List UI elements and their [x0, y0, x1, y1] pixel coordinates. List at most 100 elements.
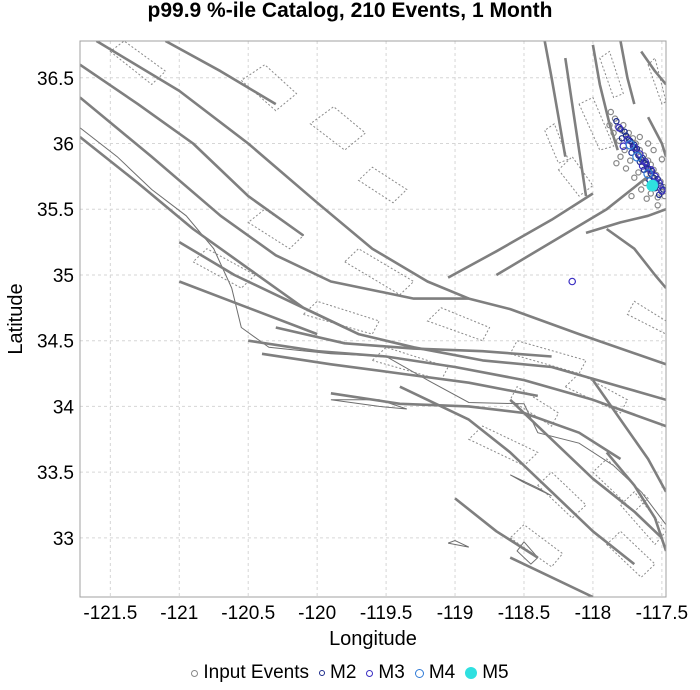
point-m3 — [638, 162, 647, 170]
y-tick-label: 35.5 — [37, 200, 74, 221]
legend-item-m4: M4 — [414, 662, 456, 684]
x-tick-label: -119 — [437, 603, 474, 624]
point-input-events — [631, 174, 638, 181]
legend-label: M3 — [378, 662, 405, 683]
fault-plane-box — [467, 425, 539, 467]
x-tick-label: -121 — [160, 603, 198, 624]
coastline — [447, 539, 470, 548]
fault-trace — [447, 192, 594, 279]
y-tick-labels: 33 33.5 34 34.5 35 35.5 36 36.5 — [37, 69, 74, 550]
y-tick-label: 36 — [53, 135, 74, 156]
point-input-events — [622, 165, 630, 172]
x-tick-label: -121.5 — [83, 603, 137, 624]
coastline — [509, 474, 552, 497]
y-tick-label: 33 — [53, 529, 74, 550]
point-m3 — [623, 135, 632, 144]
fault-plane-box — [557, 155, 594, 197]
fault-plane-box — [626, 300, 666, 335]
point-m3 — [635, 150, 644, 158]
point-input-events — [658, 156, 666, 163]
fault-trace — [605, 451, 666, 552]
m2-marker — [319, 670, 325, 676]
fault-plane-box — [109, 41, 167, 86]
fault-trace — [275, 326, 552, 358]
fault-plane-box — [371, 346, 449, 381]
fault-plane-box — [599, 50, 624, 99]
input-events-marker — [191, 669, 199, 677]
point-m5 — [646, 179, 658, 192]
fault-plane-box — [192, 248, 256, 289]
point-m2 — [613, 117, 620, 125]
coastline — [330, 399, 407, 410]
legend-label: M4 — [428, 662, 456, 683]
point-m4 — [625, 140, 635, 150]
fault-trace — [509, 398, 663, 539]
fault-trace — [543, 41, 567, 157]
point-input-events — [621, 146, 628, 154]
legend: Input Events M2 M3 M4 M5 — [0, 660, 700, 686]
fault-plane-box — [426, 307, 491, 342]
fault-trace — [509, 556, 594, 597]
legend-label: M5 — [482, 662, 509, 683]
fault-trace — [399, 385, 636, 566]
y-tick-label: 34 — [53, 397, 75, 418]
point-input-events — [627, 157, 634, 164]
fault-plane-box — [537, 471, 587, 519]
point-m3 — [615, 124, 623, 132]
point-input-events — [643, 195, 650, 202]
fault-trace — [619, 41, 636, 105]
fault-trace — [646, 116, 666, 158]
point-m3 — [568, 277, 577, 286]
fault-plane-box — [544, 123, 569, 164]
fault-plane-box — [357, 166, 408, 204]
fault-trace — [330, 392, 622, 461]
legend-label: Input Events — [203, 662, 309, 683]
fault-plane-box — [302, 300, 380, 335]
fault-trace — [80, 135, 666, 402]
legend-item-m2: M2 — [319, 662, 356, 684]
fault-plane-box — [578, 96, 615, 151]
map-chart: -121.5 -121 -120.5 -120 -119.5 -119 -118.5 -118… — [5, 40, 688, 650]
point-input-events — [607, 108, 615, 116]
point-m2 — [628, 149, 635, 156]
m3-marker — [366, 669, 374, 677]
point-input-events — [636, 133, 644, 141]
fault-trace — [591, 44, 619, 151]
fault-trace — [591, 379, 666, 493]
point-input-events — [606, 121, 613, 129]
coastline — [516, 541, 539, 565]
point-input-events — [613, 159, 620, 167]
point-input-events — [638, 186, 645, 193]
plot-frame — [79, 40, 667, 598]
point-m2 — [621, 128, 628, 135]
chart-title: p99.9 %-ile Catalog, 210 Events, 1 Month — [147, 0, 553, 22]
fault-trace — [605, 227, 666, 289]
point-input-events — [644, 140, 652, 147]
x-tick-label: -118.5 — [498, 603, 550, 624]
y-tick-label: 35 — [53, 266, 74, 287]
fault-trace — [80, 96, 666, 366]
point-m3 — [658, 187, 666, 195]
fault-trace — [261, 352, 539, 398]
fault-trace — [178, 240, 346, 329]
x-tick-label: -118 — [575, 603, 612, 624]
legend-item-input-events: Input Events — [191, 662, 309, 684]
fault-trace — [95, 41, 470, 300]
fault-trace — [640, 50, 666, 86]
fault-trace — [178, 280, 318, 336]
x-tick-label: -117.5 — [636, 603, 688, 624]
point-input-events — [617, 153, 624, 160]
x-tick-label: -120.5 — [221, 603, 275, 624]
point-input-events — [628, 192, 635, 200]
fault-trace — [564, 57, 588, 197]
y-tick-label: 34.5 — [37, 332, 74, 353]
fault-layer — [80, 41, 666, 597]
fault-trace — [585, 207, 666, 235]
x-tick-label: -119.5 — [360, 603, 412, 624]
x-tick-labels: -121.5 -121 -120.5 -120 -119.5 -119 -118.5 -118… — [83, 603, 688, 624]
m4-marker — [414, 668, 424, 678]
legend-label: M2 — [330, 662, 357, 683]
y-axis-label: Latitude — [5, 283, 27, 354]
points-layer — [568, 108, 666, 286]
legend-item-m5: M5 — [465, 662, 509, 684]
